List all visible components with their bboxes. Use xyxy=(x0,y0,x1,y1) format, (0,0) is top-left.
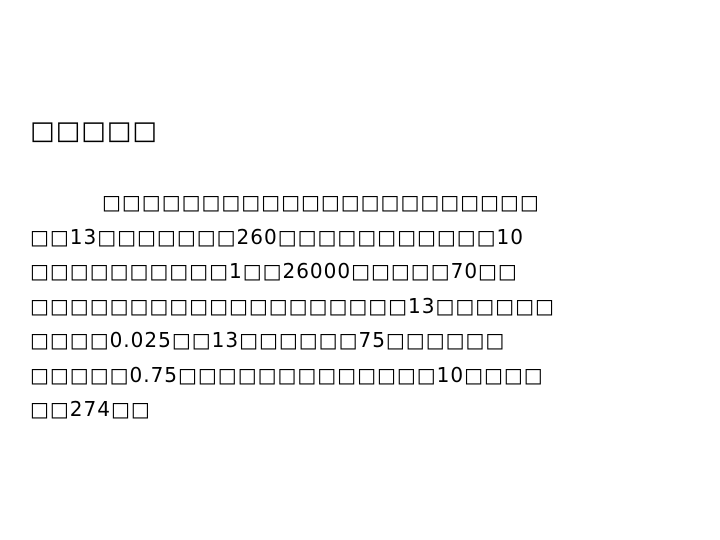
paragraph-line-2: □□13□□□□□□□260□□□□□□□□□□□10 xyxy=(30,224,525,249)
paragraph-line-4: □□□□□□□□□□□□□□□□□□□13□□□□□□ xyxy=(30,293,555,318)
slide-body-paragraph: □□□□□□□□□□□□□□□□□□□□□□ □□13□□□□□□□260□□□… xyxy=(30,185,590,427)
paragraph-line-5: □□□□0.025□□13□□□□□□75□□□□□□ xyxy=(30,328,506,352)
paragraph-line-3: □□□□□□□□□□1□□26000□□□□□70□□ xyxy=(30,259,518,283)
paragraph-line-7: □□274□□ xyxy=(30,397,151,421)
paragraph-line-1: □□□□□□□□□□□□□□□□□□□□□□ xyxy=(102,190,540,214)
slide-heading: □□□□□ xyxy=(30,116,158,146)
paragraph-line-6: □□□□□0.75□□□□□□□□□□□□□10□□□□ xyxy=(30,362,544,387)
